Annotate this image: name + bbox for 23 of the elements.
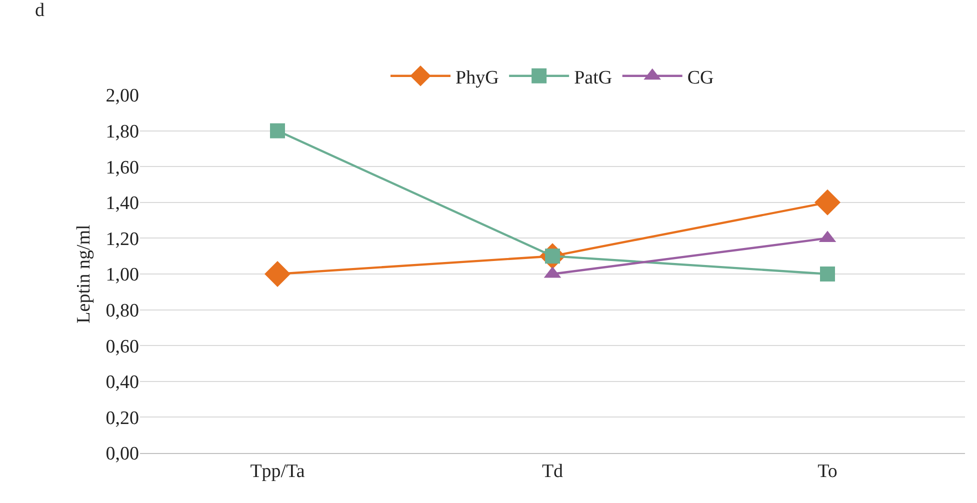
- x-tick-label: Tpp/Ta: [250, 460, 306, 482]
- y-tick-label: 2,00: [106, 86, 139, 107]
- point: [264, 261, 290, 287]
- y-tick-label: 0,60: [106, 336, 139, 358]
- y-tick-label: 1,80: [106, 121, 139, 142]
- y-tick-label: 0,20: [106, 408, 139, 429]
- y-tick-label: 1,20: [106, 228, 139, 250]
- x-tick-label: Td: [542, 460, 564, 482]
- point: [820, 266, 835, 282]
- x-tick-label: To: [818, 460, 838, 482]
- y-tick-label: 1,40: [106, 193, 139, 214]
- point: [270, 123, 285, 138]
- y-tick-label: 1,60: [106, 157, 139, 178]
- y-tick-label: 1,00: [106, 264, 139, 286]
- text: d: [35, 0, 45, 21]
- y-axis-title: Leptin ng/ml: [74, 224, 95, 324]
- legend-label: PhyG: [456, 67, 500, 88]
- legend-label: CG: [687, 67, 714, 88]
- y-tick-label: 0,40: [106, 372, 139, 394]
- y-tick-label: 0,00: [106, 444, 139, 465]
- legend-label: PatG: [574, 67, 612, 88]
- y-tick-label: 0,80: [106, 300, 139, 322]
- point: [814, 189, 840, 216]
